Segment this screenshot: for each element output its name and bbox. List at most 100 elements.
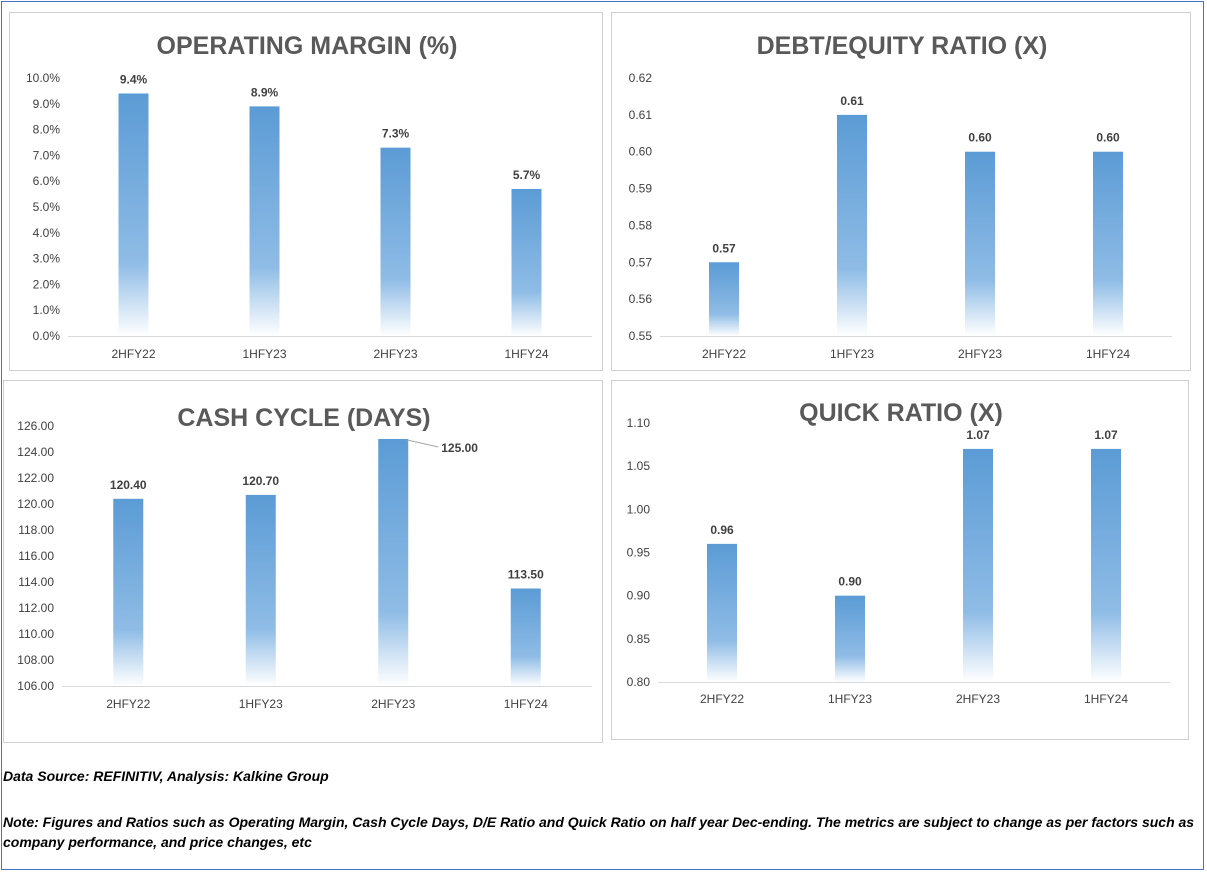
data-label: 0.61 — [840, 94, 864, 108]
chart-title: OPERATING MARGIN (%) — [157, 32, 458, 60]
chart-title: QUICK RATIO (X) — [799, 399, 1003, 427]
y-tick-label: 0.62 — [629, 71, 653, 85]
y-tick-label: 112.00 — [18, 601, 54, 615]
y-tick-label: 2.0% — [33, 277, 61, 291]
label-leader-line — [407, 439, 439, 448]
bar — [380, 147, 411, 336]
category-label: 2HFY23 — [958, 347, 1002, 361]
bar — [378, 439, 409, 686]
y-tick-label: 0.80 — [627, 675, 651, 689]
quick-ratio-panel: QUICK RATIO (X) 0.80 0.85 0.90 0.95 1.00 1.05 1… — [611, 380, 1189, 740]
chart-title: DEBT/EQUITY RATIO (X) — [757, 32, 1048, 60]
bar — [709, 262, 739, 336]
quick-ratio-chart: QUICK RATIO (X) 0.80 0.85 0.90 0.95 1.00 1.05 1… — [627, 399, 1170, 706]
data-label: 120.70 — [242, 474, 279, 488]
cash-cycle-panel: CASH CYCLE (DAYS) 106.00 108.00 110.00 112.0… — [3, 380, 603, 743]
y-tick-label: 108.00 — [17, 653, 54, 667]
footnote: Note: Figures and Ratios such as Operati… — [3, 814, 1195, 850]
cash-cycle-chart: CASH CYCLE (DAYS) 106.00 108.00 110.00 112.0… — [17, 404, 592, 711]
y-tick-label: 0.60 — [629, 145, 653, 159]
bar — [837, 114, 867, 336]
data-label: 125.00 — [441, 441, 478, 455]
data-source-note: Data Source: REFINITIV, Analysis: Kalkin… — [3, 768, 329, 784]
data-label: 1.07 — [1094, 428, 1118, 442]
y-tick-label: 114.00 — [18, 575, 54, 589]
data-label: 120.40 — [110, 478, 147, 492]
category-label: 1HFY24 — [504, 697, 548, 711]
category-label: 2HFY22 — [702, 347, 746, 361]
y-tick-label: 4.0% — [33, 226, 61, 240]
category-label: 1HFY23 — [828, 692, 872, 706]
y-tick-label: 0.61 — [629, 108, 653, 122]
y-tick-label: 0.58 — [629, 218, 653, 232]
bar — [1091, 448, 1121, 682]
bar — [510, 588, 541, 686]
category-label: 1HFY24 — [1084, 692, 1128, 706]
y-tick-label: 3.0% — [33, 252, 61, 266]
y-tick-label: 0.57 — [629, 255, 653, 269]
y-tick-label: 118.00 — [18, 523, 54, 537]
y-tick-label: 0.85 — [627, 632, 651, 646]
y-tick-label: 124.00 — [17, 445, 54, 459]
y-tick-label: 1.00 — [627, 502, 651, 516]
data-label: 7.3% — [382, 127, 410, 141]
y-tick-label: 8.0% — [33, 123, 61, 137]
data-label: 113.50 — [508, 568, 544, 582]
data-label: 5.7% — [513, 168, 541, 182]
y-tick-label: 0.59 — [629, 182, 653, 196]
y-tick-label: 9.0% — [33, 97, 61, 111]
data-label: 0.90 — [838, 575, 862, 589]
y-tick-label: 110.00 — [18, 627, 54, 641]
category-label: 1HFY23 — [242, 347, 286, 361]
bar — [965, 151, 995, 336]
y-tick-label: 122.00 — [17, 471, 54, 485]
category-label: 1HFY23 — [830, 347, 874, 361]
y-tick-label: 5.0% — [33, 200, 61, 214]
bar — [707, 543, 737, 682]
y-tick-label: 106.00 — [17, 679, 54, 693]
bar — [1093, 151, 1123, 336]
data-label: 1.07 — [966, 428, 990, 442]
data-label: 0.57 — [712, 241, 736, 255]
bar — [113, 498, 144, 686]
category-label: 2HFY22 — [700, 692, 744, 706]
data-label: 0.60 — [968, 131, 992, 145]
y-tick-label: 1.10 — [627, 416, 651, 430]
category-label: 2HFY23 — [371, 697, 415, 711]
y-tick-label: 0.95 — [627, 546, 651, 560]
bar — [511, 188, 542, 336]
bar — [835, 595, 865, 682]
y-tick-label: 10.0% — [26, 71, 60, 85]
data-label: 0.96 — [710, 523, 734, 537]
y-tick-label: 1.0% — [33, 303, 61, 317]
debt-equity-panel: DEBT/EQUITY RATIO (X) 0.55 0.56 0.57 0.58 0.5… — [611, 12, 1191, 371]
bar — [963, 448, 993, 682]
operating-margin-chart: OPERATING MARGIN (%) 0.0% 1.0% 2.0% 3.0% 4.0%… — [26, 32, 592, 361]
data-label: 0.60 — [1096, 131, 1120, 145]
bar — [249, 106, 280, 336]
data-label: 8.9% — [251, 85, 279, 99]
data-label: 9.4% — [120, 72, 148, 86]
y-tick-label: 0.56 — [629, 292, 653, 306]
bar — [118, 93, 149, 336]
bar — [245, 494, 276, 686]
category-label: 2HFY23 — [956, 692, 1000, 706]
category-label: 2HFY23 — [373, 347, 417, 361]
debt-equity-chart: DEBT/EQUITY RATIO (X) 0.55 0.56 0.57 0.58 0.5… — [629, 32, 1172, 361]
y-tick-label: 7.0% — [33, 148, 61, 162]
y-tick-label: 120.00 — [17, 497, 54, 511]
operating-margin-panel: OPERATING MARGIN (%) 0.0% 1.0% 2.0% 3.0% 4.0%… — [9, 12, 603, 371]
y-tick-label: 0.90 — [627, 589, 651, 603]
category-label: 2HFY22 — [106, 697, 150, 711]
category-label: 1HFY24 — [1086, 347, 1130, 361]
category-label: 2HFY22 — [111, 347, 155, 361]
y-tick-label: 1.05 — [627, 459, 651, 473]
category-label: 1HFY23 — [239, 697, 283, 711]
y-tick-label: 126.00 — [17, 419, 54, 433]
y-tick-label: 0.0% — [33, 329, 61, 343]
y-tick-label: 0.55 — [629, 329, 653, 343]
y-tick-label: 116.00 — [18, 549, 54, 563]
y-tick-label: 6.0% — [33, 174, 61, 188]
chart-title: CASH CYCLE (DAYS) — [177, 404, 430, 432]
